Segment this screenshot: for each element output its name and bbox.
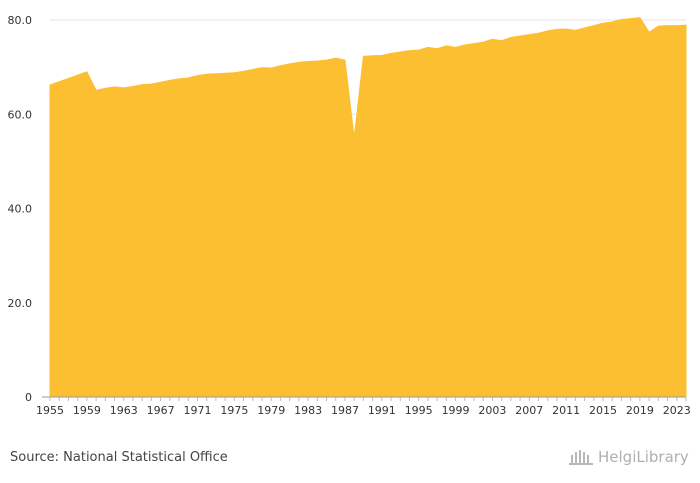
x-tick-label: 1995 — [405, 404, 433, 417]
source-note: Source: National Statistical Office — [10, 450, 228, 465]
y-tick-label: 0 — [25, 391, 32, 404]
x-tick-label: 2003 — [478, 404, 506, 417]
x-axis: 1955 1959 1963 1967 1971 1975 1979 1983 1987 1991… — [36, 396, 691, 417]
library-building-icon — [569, 450, 593, 465]
x-tick-label: 2019 — [626, 404, 654, 417]
x-tick-label: 1999 — [442, 404, 470, 417]
area-layer — [49, 17, 687, 398]
x-tick-label: 1967 — [147, 404, 175, 417]
y-tick-label: 60.0 — [8, 108, 33, 121]
x-tick-label: 2011 — [552, 404, 580, 417]
y-tick-label: 80.0 — [8, 14, 33, 27]
x-tick-label: 2007 — [515, 404, 543, 417]
area-chart: 020.040.060.080.0 1955 1959 1963 1967 1971 19… — [8, 14, 691, 417]
area-series — [49, 17, 687, 398]
x-tick-label: 2015 — [589, 404, 617, 417]
x-tick-label: 2023 — [663, 404, 691, 417]
y-tick-label: 40.0 — [8, 203, 33, 216]
x-tick-label: 1959 — [73, 404, 101, 417]
y-tick-label: 20.0 — [8, 297, 33, 310]
x-tick-label: 1971 — [183, 404, 211, 417]
x-tick-label: 1983 — [294, 404, 322, 417]
helgi-library-logo: HelgiLibrary — [568, 448, 689, 466]
logo-text: HelgiLibrary — [598, 448, 689, 466]
x-tick-label: 1991 — [368, 404, 396, 417]
x-tick-label: 1955 — [36, 404, 64, 417]
x-tick-label: 1987 — [331, 404, 359, 417]
x-tick-label: 1979 — [257, 404, 285, 417]
x-tick-label: 1963 — [110, 404, 138, 417]
y-axis: 0 20.0 40.0 60.0 80.0 — [8, 14, 33, 404]
x-tick-label: 1975 — [220, 404, 248, 417]
